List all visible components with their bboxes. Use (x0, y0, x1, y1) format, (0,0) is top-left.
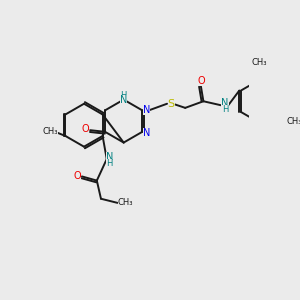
Text: N: N (106, 152, 113, 162)
Text: CH₃: CH₃ (43, 127, 58, 136)
Text: N: N (120, 94, 127, 105)
Text: N: N (221, 98, 229, 108)
Text: N: N (143, 128, 150, 138)
Text: CH₃: CH₃ (118, 198, 134, 207)
Text: CH₃: CH₃ (252, 58, 267, 67)
Text: O: O (73, 171, 81, 181)
Text: CH₃: CH₃ (287, 117, 300, 126)
Text: H: H (121, 92, 127, 100)
Text: O: O (81, 124, 89, 134)
Text: H: H (222, 105, 228, 114)
Text: H: H (106, 159, 112, 168)
Text: N: N (143, 104, 150, 115)
Text: S: S (168, 99, 175, 109)
Text: O: O (197, 76, 205, 85)
